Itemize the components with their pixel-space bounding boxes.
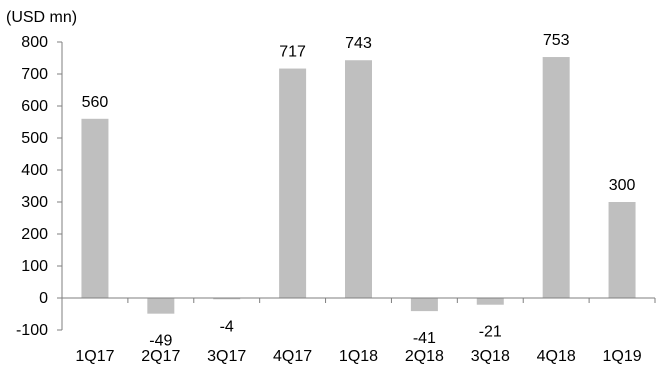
bar-2q17 [147,298,175,314]
data-label: -21 [479,324,502,341]
data-label: -4 [220,318,234,335]
bar-3q17 [213,298,241,300]
category-labels: 1Q17 2Q17 3Q17 4Q17 1Q18 2Q18 3Q18 4Q18 1Q19 [75,348,641,365]
y-tick-label: -100 [16,322,48,339]
category-label: 2Q18 [405,348,444,365]
data-label: 717 [279,44,306,61]
category-label: 1Q19 [602,348,641,365]
y-axis-ticks: -100 0 100 200 300 400 500 600 700 800 [16,34,62,339]
data-labels: 560 -49 -4 717 743 -41 -21 753 300 [82,32,636,350]
data-label: 743 [345,35,372,52]
y-tick-label: 400 [21,162,48,179]
y-tick-label: 500 [21,130,48,147]
bar-2q18 [410,298,438,312]
data-label: 560 [82,94,109,111]
y-tick-label: 200 [21,226,48,243]
bar-3q18 [476,298,504,305]
data-label: 753 [543,32,570,49]
bar-4q17 [279,68,307,298]
y-axis-unit-label: (USD mn) [6,9,77,26]
category-label: 4Q18 [537,348,576,365]
bars [81,57,636,314]
y-tick-label: 100 [21,258,48,275]
y-tick-label: 700 [21,66,48,83]
data-label: -49 [149,333,172,350]
bar-4q18 [542,57,570,298]
category-label: 2Q17 [141,348,180,365]
bar-1q17 [81,118,109,298]
category-label: 4Q17 [273,348,312,365]
category-label: 3Q18 [471,348,510,365]
bar-1q19 [608,202,636,298]
y-tick-label: 300 [21,194,48,211]
y-tick-label: 800 [21,34,48,51]
data-label: -41 [413,330,436,347]
category-label: 1Q17 [75,348,114,365]
category-label: 1Q18 [339,348,378,365]
data-label: 300 [609,177,636,194]
category-label: 3Q17 [207,348,246,365]
y-tick-label: 600 [21,98,48,115]
bar-1q18 [345,60,372,298]
x-axis-ticks [61,298,656,303]
y-tick-label: 0 [39,290,48,307]
